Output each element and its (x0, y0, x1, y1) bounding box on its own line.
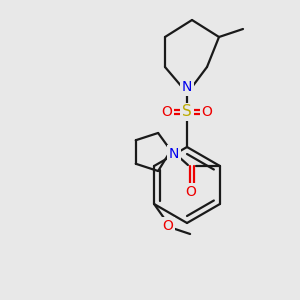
Text: O: O (185, 185, 196, 199)
Text: N: N (182, 80, 192, 94)
Text: N: N (169, 147, 179, 161)
Text: O: O (202, 105, 212, 119)
Text: O: O (162, 105, 172, 119)
Text: O: O (163, 219, 173, 233)
Text: S: S (182, 104, 192, 119)
